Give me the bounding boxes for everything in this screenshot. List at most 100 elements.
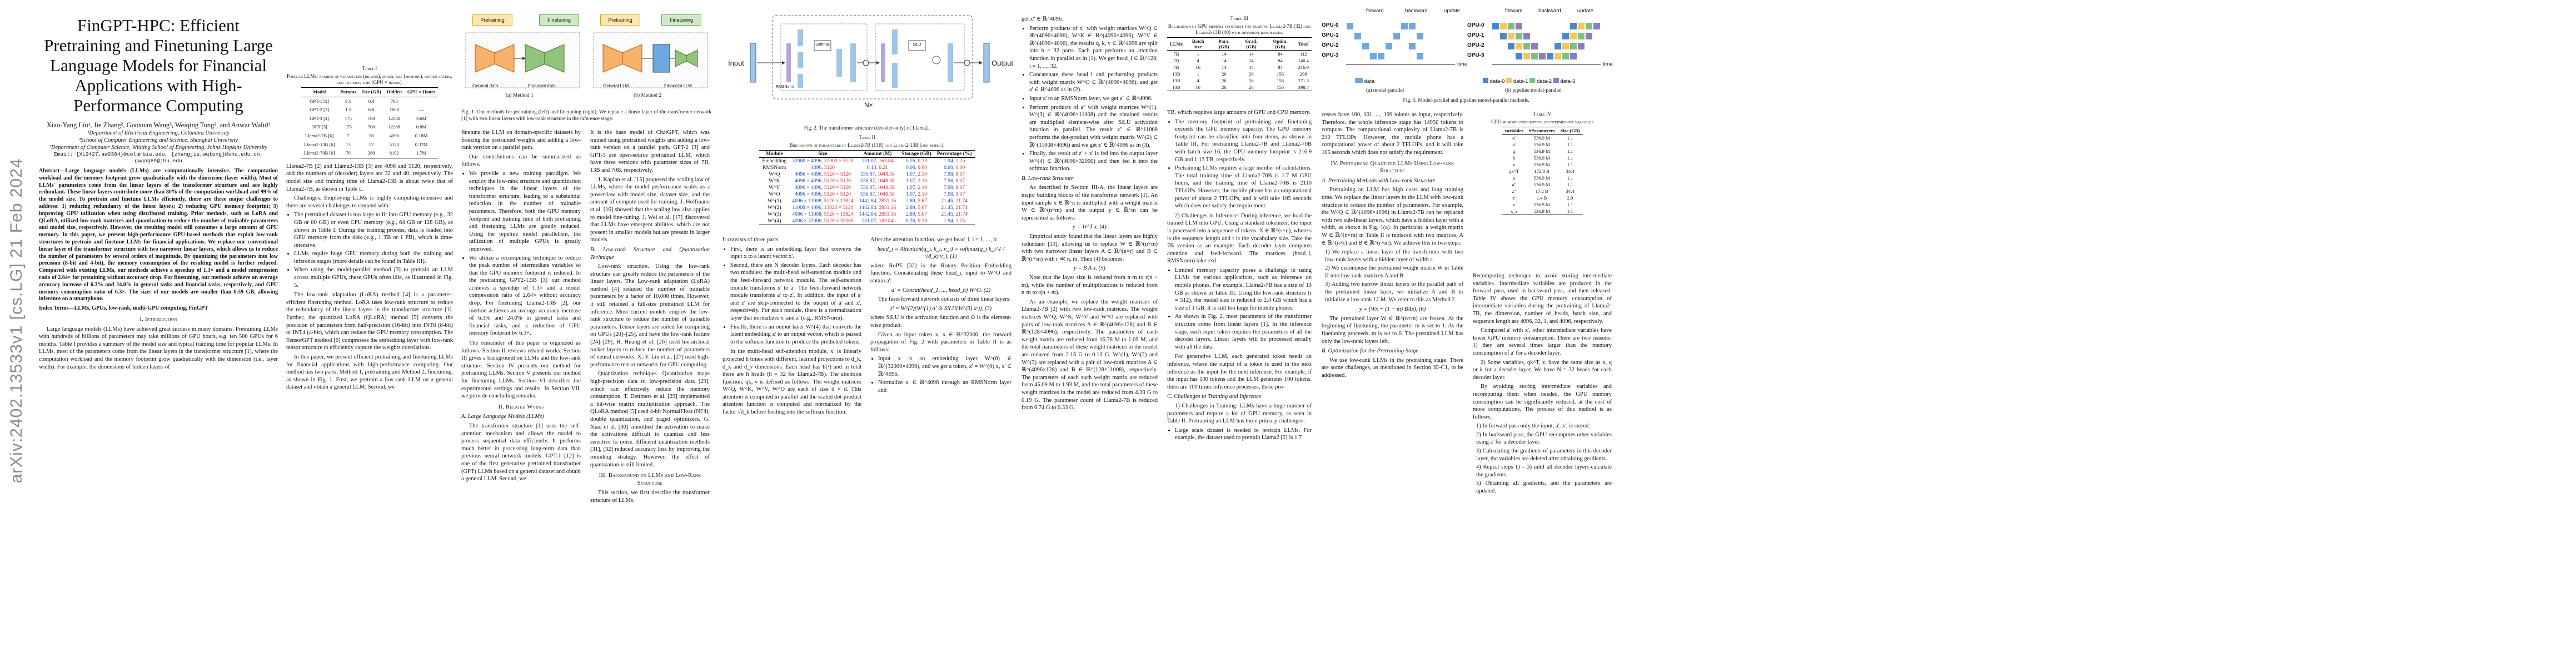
fig1-label: General LLM <box>603 83 629 88</box>
table-header: Params <box>337 87 359 97</box>
table-cell: 21.45, 21.74 <box>934 205 975 211</box>
legend-label: data-2 <box>1537 78 1552 84</box>
paragraph: The feed-forward network consists of thr… <box>878 296 1011 303</box>
table-cell: 0.00, 0.00 <box>899 165 934 171</box>
table-cell: z' <box>1512 195 1516 201</box>
value-13b: , 5120 × 32000 <box>821 218 854 224</box>
table-cell: k <box>1512 155 1516 161</box>
table-header: Size <box>789 150 856 158</box>
column-6: After the attention function, we get hea… <box>870 236 1012 396</box>
list-item: 2) We decompose the pretrained weight ma… <box>1325 265 1463 279</box>
table-cell: 4096 × 32000, 5120 × 32000 <box>789 218 856 225</box>
value-13b: , 0.21 <box>876 165 888 171</box>
gantt-cell <box>1569 22 1577 30</box>
table-cell: 4096 <box>389 132 399 138</box>
table-row: a' 536.9 M 1.1 <box>1502 141 1582 148</box>
paragraph: In this paper, we present efficient pret… <box>286 354 453 391</box>
table-cell: 536.87, 1048.58 <box>856 185 899 191</box>
table-4-block: Table IV GPU memory consumption of inter… <box>1473 111 1612 215</box>
table-cell: 2.89, 5.67 <box>899 205 934 211</box>
value-7b: 21.45 <box>941 205 953 211</box>
table-cell: 1.1 <box>1567 182 1573 187</box>
table-cell: — <box>418 107 424 113</box>
table-cell: 4096, 5120 <box>789 165 856 171</box>
table-row: qk^T 172.8 B 34.4 <box>1502 168 1582 175</box>
legend-label: data-1 <box>1513 78 1528 84</box>
table-cell: 1.1 <box>1557 208 1583 215</box>
table-cell: 14 <box>1249 64 1254 70</box>
table-cell: 398.7 <box>1295 84 1312 91</box>
column-3: finetune the LLM on domain-specific data… <box>461 129 581 485</box>
list-item: First, there is an embedding layer that … <box>730 246 861 261</box>
table-cell: a'' <box>1512 182 1516 187</box>
table-cell: 26 <box>1222 71 1227 77</box>
value-7b: 1.07 <box>905 178 915 184</box>
table-cell: 84 <box>1278 58 1283 63</box>
gantt-cell <box>1577 32 1585 40</box>
table-cell: 1442.84, 2831.16 <box>856 198 899 205</box>
table-cell: — <box>418 98 424 104</box>
table-cell: 536.9 M <box>1533 182 1550 187</box>
table-row: 13B 4 26 26 156 271.3 <box>1167 77 1312 84</box>
table-row: Embedding 32000 × 4096, 32000 × 5120 131.0… <box>759 158 974 165</box>
paragraph: In the multi-head self-attention module,… <box>723 349 861 416</box>
table-cell: 4096 × 4096, 5120 × 5120 <box>789 185 856 191</box>
equation: a' = Concat(head_1, ..., head_h) W^O. (2… <box>891 287 991 293</box>
gantt-cell <box>1499 32 1507 40</box>
table-cell: 536.87, 1048.58 <box>856 178 899 185</box>
table-row: W^Q 4096 × 4096, 5120 × 5120 536.87, 1048.… <box>759 171 974 178</box>
list-item: 1) We replace a linear layer of the tran… <box>1325 249 1463 263</box>
table-cell: 34.4 <box>1566 188 1575 194</box>
table-cell: 26 <box>1222 78 1227 83</box>
table-cell: 1.1 <box>1567 175 1573 181</box>
gantt-cell <box>1585 32 1593 40</box>
list-item: Normalize x' ∈ ℝ^4096 through an RMSNorm… <box>878 379 1012 394</box>
table-number: Table II <box>859 135 875 140</box>
pretraining-stage-box: Pretraining <box>600 14 640 26</box>
value-7b: 4096 × 11008 <box>792 198 821 204</box>
figure-5: forward backward update forward backward… <box>1322 6 1613 122</box>
value-13b: , 0.00 <box>915 165 927 171</box>
paragraph: After the attention function, we get hea… <box>870 237 998 243</box>
table-row: x_z 536.9 M 1.1 <box>1502 208 1583 215</box>
gantt-cell <box>1507 22 1515 30</box>
arxiv-stamp: arXiv:2402.13533v1 [cs.LG] 21 Feb 2024 <box>7 158 26 484</box>
table-cell: 536.9 M <box>1533 142 1550 147</box>
paragraph: Note that the layer size is reduced from… <box>1022 275 1158 296</box>
table-cell: 536.9 M <box>1526 208 1558 215</box>
table-cell: W^(2) <box>768 205 781 211</box>
gantt-cell <box>1562 32 1569 40</box>
method-diagram <box>465 32 708 88</box>
value-7b: 11008 × 4096 <box>792 205 821 211</box>
time-axis <box>1492 64 1601 65</box>
gantt-cell <box>1354 32 1362 40</box>
value-13b: , 163.84 <box>876 218 894 224</box>
table-cell: 26 <box>1249 71 1254 77</box>
value-13b: , 13824 × 5120 <box>821 205 854 211</box>
subsection-heading: B. Low-rank Structure and Quantization T… <box>590 246 710 261</box>
column-1: FinGPT-HPC: Efficient Pretraining and Fi… <box>39 16 278 372</box>
paragraph: Empirical study found that the linear la… <box>1022 233 1158 262</box>
value-13b: , 2831.16 <box>876 212 896 217</box>
table-cell: 84 <box>1278 64 1283 70</box>
table-row: GPT-2 [3] 1.5 6.0 1600 — <box>301 106 438 115</box>
subsection-heading: C. Challenges in Training and Inference <box>1167 394 1262 400</box>
gantt-cell <box>1585 22 1593 30</box>
table-header: GPU × Hours <box>404 87 439 97</box>
value-7b: 2.89 <box>905 198 915 204</box>
table-cell: 536.87, 1048.58 <box>856 171 899 178</box>
table-row: W^(3) 4096 × 11008, 5120 × 13824 1442.84, … <box>759 211 974 218</box>
legend-label: data <box>1364 78 1375 84</box>
paragraph: cesses have 100, 101, ..., 199 tokens as… <box>1322 112 1463 156</box>
table-cell: 7.98, 8.07 <box>934 191 975 198</box>
table-row: W^(1) 4096 × 11008, 5120 × 13824 1442.84, … <box>759 198 974 205</box>
table-cell: 1.07, 2.10 <box>899 191 934 198</box>
value-7b: 4096 × 11008 <box>792 212 821 217</box>
list-item: Second, there are N decoder layers. Each… <box>730 262 861 322</box>
table-cell: 700 <box>367 124 375 130</box>
figure-1-caption: Fig. 1. Our methods for pretraining (lef… <box>461 109 711 122</box>
table-row: q 536.9 M 1.1 <box>1502 148 1582 155</box>
fig1-label: Financial data <box>528 83 556 88</box>
table-cell: 7.98, 8.07 <box>934 185 975 191</box>
table-cell: OPT [5] <box>311 124 327 130</box>
